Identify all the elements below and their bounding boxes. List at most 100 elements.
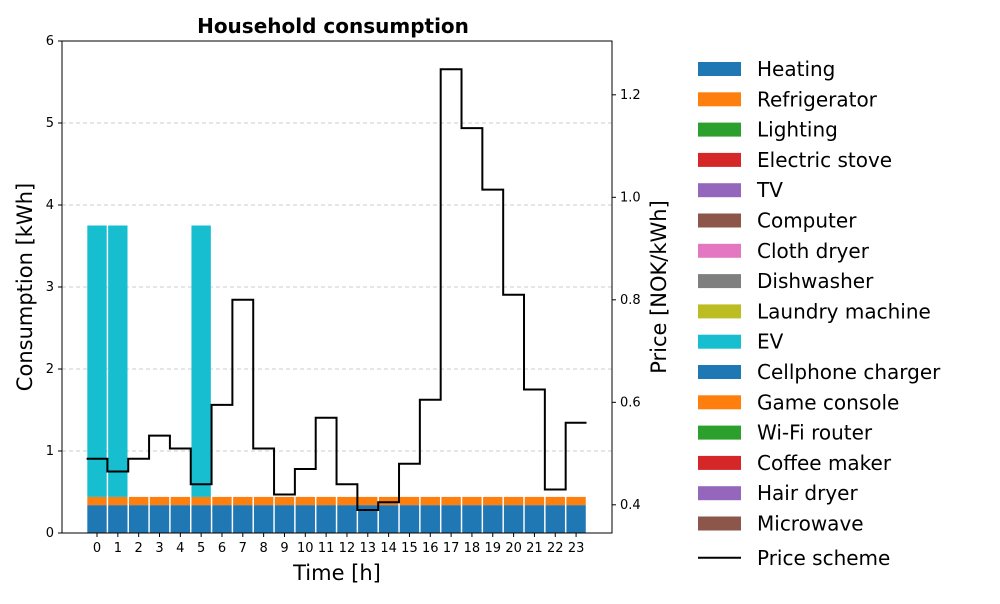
bar-segment-heating (462, 505, 482, 533)
x-tick-label: 17 (443, 541, 460, 556)
x-tick-label: 2 (135, 541, 143, 556)
bar-segment-refrigerator (149, 496, 170, 506)
y-tick-labels: 0 1 2 3 4 5 6 (46, 34, 62, 541)
bar-segment-heating (503, 505, 524, 533)
legend: Heating Refrigerator Lighting Electric stov… (698, 57, 941, 570)
y-axis-label: Consumption [kWh] (13, 183, 37, 391)
legend-label: Price scheme (757, 546, 890, 570)
legend-swatch-dishwasher (698, 274, 741, 289)
bar-segment-heating (274, 505, 295, 533)
x-tick-label: 4 (176, 541, 184, 556)
bar-segment-refrigerator (524, 496, 545, 506)
legend-swatch-cellphone-charger (698, 365, 741, 379)
x-tick-label: 1 (114, 541, 122, 556)
bar-segment-refrigerator (378, 496, 399, 506)
legend-label: Dishwasher (757, 269, 874, 293)
bar-segment-refrigerator (483, 496, 503, 506)
price-line-layer (86, 68, 587, 511)
bar-segment-refrigerator (212, 496, 232, 506)
x-tick-label: 18 (464, 541, 481, 556)
legend-swatch-hair-dryer (698, 486, 741, 501)
bar-segment-refrigerator (545, 496, 565, 506)
legend-swatch-computer (698, 213, 741, 228)
y2-tick-label: 0.8 (620, 293, 641, 308)
chart-title: Household consumption (197, 14, 469, 38)
legend-swatch-lighting (698, 122, 741, 137)
y-tick-label: 2 (46, 362, 54, 377)
legend-swatch-microwave (698, 516, 741, 531)
bar-segment-heating (545, 505, 565, 533)
legend-swatch-cloth-dryer (698, 243, 741, 258)
bar-segment-heating (253, 505, 274, 533)
legend-swatch-game-console (698, 395, 741, 410)
bar-segment-heating (316, 505, 336, 533)
bar-segment-refrigerator (420, 496, 440, 506)
bar-segment-refrigerator (87, 496, 107, 506)
y-tick-label: 3 (46, 280, 54, 295)
bar-segment-refrigerator (233, 496, 253, 506)
legend-label: Coffee maker (757, 451, 892, 475)
x-tick-label: 22 (547, 541, 564, 556)
bar-segment-heating (399, 505, 420, 533)
y2-tick-labels: 0.4 0.6 0.8 1.0 1.2 (612, 88, 641, 513)
legend-swatch-heating (698, 62, 741, 76)
bar-segment-refrigerator (358, 496, 378, 506)
legend-label: Hair dryer (757, 481, 858, 505)
y2-axis-label: Price [NOK/kWh] (647, 200, 671, 374)
legend-label: Cloth dryer (757, 239, 870, 263)
x-tick-label: 16 (422, 541, 439, 556)
bar-segment-heating (441, 505, 461, 533)
bar-segment-refrigerator (170, 496, 191, 506)
x-tick-label: 21 (526, 541, 543, 556)
legend-label: Cellphone charger (757, 360, 941, 384)
legend-swatch-coffee-maker (698, 455, 741, 470)
y2-tick-label: 0.6 (620, 395, 641, 410)
legend-label: Game console (757, 390, 899, 414)
x-tick-label: 23 (568, 541, 585, 556)
legend-label: TV (756, 178, 783, 202)
x-tick-label: 7 (239, 541, 247, 556)
bar-segment-heating (358, 505, 378, 533)
bars-layer (87, 225, 586, 533)
bar-segment-refrigerator (128, 496, 149, 506)
bar-segment-refrigerator (503, 496, 524, 506)
legend-label: Heating (757, 57, 835, 81)
legend-swatch-wi-fi-router (698, 425, 741, 440)
legend-label: Laundry machine (757, 299, 931, 323)
x-tick-labels: 0 1 2 3 4 5 6 7 8 9 10 11 12 13 14 15 16 17 18 19 20 21 22 23 (93, 533, 585, 556)
y2-tick-label: 1.0 (620, 190, 641, 205)
y-tick-label: 0 (46, 526, 54, 541)
x-tick-label: 6 (218, 541, 226, 556)
x-tick-label: 19 (484, 541, 501, 556)
x-tick-label: 3 (155, 541, 163, 556)
x-tick-label: 5 (197, 541, 205, 556)
bar-segment-refrigerator (566, 496, 586, 506)
bar-segment-heating (378, 505, 399, 533)
bar-segment-heating (87, 505, 107, 533)
bar-segment-refrigerator (462, 496, 482, 506)
x-tick-label: 8 (259, 541, 267, 556)
legend-label: Lighting (757, 118, 838, 142)
bar-segment-refrigerator (441, 496, 461, 506)
bar-segment-ev (108, 225, 128, 497)
bar-segment-heating (483, 505, 503, 533)
x-tick-label: 10 (297, 541, 314, 556)
bar-segment-ev (191, 225, 211, 497)
x-tick-label: 0 (93, 541, 101, 556)
x-tick-label: 9 (280, 541, 288, 556)
y-tick-label: 1 (46, 444, 54, 459)
bar-segment-refrigerator (253, 496, 274, 506)
bar-segment-heating (420, 505, 440, 533)
x-tick-label: 13 (360, 541, 377, 556)
y2-tick-label: 1.2 (620, 88, 641, 103)
legend-swatch-ev (698, 334, 741, 349)
bar-segment-refrigerator (108, 496, 128, 506)
legend-label: Wi-Fi router (757, 421, 873, 445)
legend-swatch-electric-stove (698, 152, 741, 167)
bar-segment-heating (191, 505, 211, 533)
bar-segment-refrigerator (274, 496, 295, 506)
legend-label: Electric stove (757, 148, 892, 172)
y-tick-label: 4 (46, 198, 54, 213)
legend-label: Microwave (757, 512, 864, 536)
